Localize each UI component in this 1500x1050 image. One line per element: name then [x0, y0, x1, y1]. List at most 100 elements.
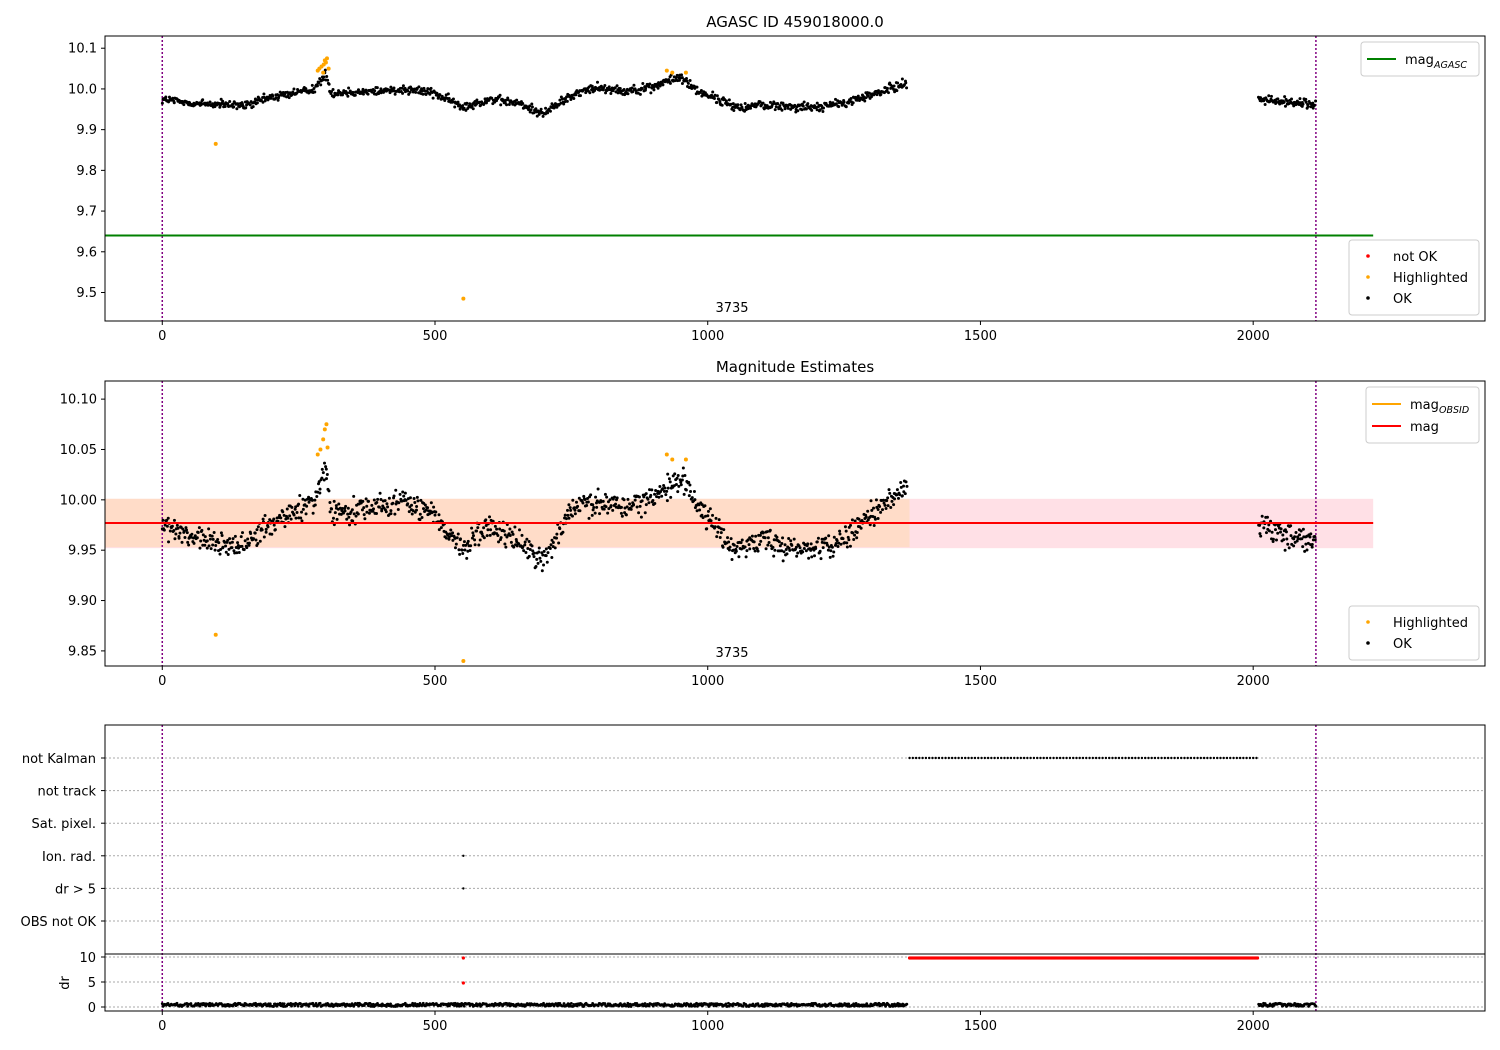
ok-point: [878, 505, 882, 509]
ok-point: [346, 512, 350, 516]
ok-point: [614, 502, 618, 506]
ok-point: [633, 498, 637, 502]
flag-point: [1176, 756, 1180, 760]
ok-point: [413, 510, 417, 514]
y-tick-label: 10.0: [68, 82, 97, 97]
flag-point: [1157, 756, 1160, 760]
dr-point: [272, 1005, 275, 1008]
ok-point: [639, 515, 643, 519]
ok-point: [548, 109, 552, 113]
y-tick-label: 9.9: [76, 123, 97, 138]
flag-point: [957, 756, 960, 760]
ok-point: [766, 543, 770, 547]
ok-point: [822, 106, 826, 110]
ok-point: [530, 102, 534, 106]
ok-point: [892, 84, 896, 88]
ok-point: [361, 499, 365, 503]
ok-point: [727, 540, 731, 544]
ok-point: [899, 481, 903, 485]
ok-point: [190, 532, 194, 536]
ok-point: [237, 546, 241, 550]
ok-point: [396, 508, 400, 512]
ok-point: [1276, 97, 1280, 101]
ok-point: [778, 104, 782, 108]
ok-point: [532, 551, 536, 555]
ok-point: [563, 513, 567, 517]
ok-point: [504, 545, 508, 549]
ok-point: [536, 561, 540, 565]
dr-point: [362, 1004, 366, 1007]
flag-point: [918, 756, 921, 760]
ok-point: [690, 496, 694, 500]
flag-point: [1199, 756, 1203, 760]
ok-point: [172, 529, 176, 533]
ok-point: [634, 89, 638, 93]
dr-point: [865, 1002, 869, 1006]
ok-point: [595, 505, 599, 509]
ok-point: [164, 95, 168, 99]
ok-point: [826, 548, 830, 552]
flag-point: [1071, 756, 1075, 760]
ok-point: [273, 528, 277, 532]
ok-point: [471, 534, 475, 538]
ok-point: [666, 472, 670, 476]
flag-point: [1160, 756, 1163, 760]
ok-point: [318, 77, 322, 81]
ok-point: [311, 511, 315, 515]
ok-point: [653, 502, 657, 506]
flag-point: [960, 756, 964, 760]
ok-point: [401, 91, 405, 95]
ok-point: [1306, 104, 1310, 108]
ok-point: [205, 546, 209, 550]
ok-point: [886, 504, 890, 508]
ok-point: [272, 523, 276, 527]
ok-point: [455, 536, 459, 540]
ok-point: [541, 114, 545, 118]
highlighted-point: [324, 422, 329, 427]
ok-point: [711, 90, 715, 94]
ok-point: [524, 551, 528, 555]
ok-point: [872, 524, 876, 528]
ok-point: [244, 106, 248, 110]
ok-point: [601, 499, 605, 503]
ok-point: [885, 499, 889, 503]
ok-point: [354, 514, 358, 518]
ok-point: [786, 106, 790, 110]
ok-point: [422, 86, 426, 90]
ok-point: [681, 466, 685, 470]
ok-point: [710, 93, 714, 97]
ok-point: [759, 539, 763, 543]
ok-point: [747, 543, 751, 547]
ok-point: [734, 549, 738, 553]
dr-point: [204, 1004, 208, 1008]
ok-point: [426, 87, 430, 91]
ok-point: [1311, 106, 1315, 110]
ok-point: [679, 480, 683, 484]
ok-point: [509, 540, 513, 544]
dr-point: [847, 1002, 851, 1006]
dr-point: [299, 1002, 302, 1006]
flag-point: [931, 756, 934, 760]
ok-point: [228, 537, 232, 541]
ok-point: [228, 99, 232, 103]
ok-point: [420, 516, 424, 520]
flag-point: [1232, 756, 1235, 760]
ok-point: [414, 508, 418, 512]
ok-point: [585, 503, 589, 507]
ok-point: [719, 527, 723, 531]
dr-notok-point: [1255, 956, 1260, 960]
ok-point: [866, 518, 870, 522]
legend-bottom-box: [1348, 605, 1480, 661]
dr-point: [275, 1004, 279, 1008]
ok-point: [398, 492, 402, 496]
ok-point: [837, 541, 841, 545]
ok-point: [458, 537, 462, 541]
flag-point: [1088, 756, 1091, 760]
ok-point: [193, 534, 197, 538]
ok-point: [456, 532, 460, 536]
ok-point: [361, 87, 365, 91]
ok-point: [482, 102, 486, 106]
ok-point: [876, 517, 880, 521]
ok-point: [739, 103, 743, 107]
